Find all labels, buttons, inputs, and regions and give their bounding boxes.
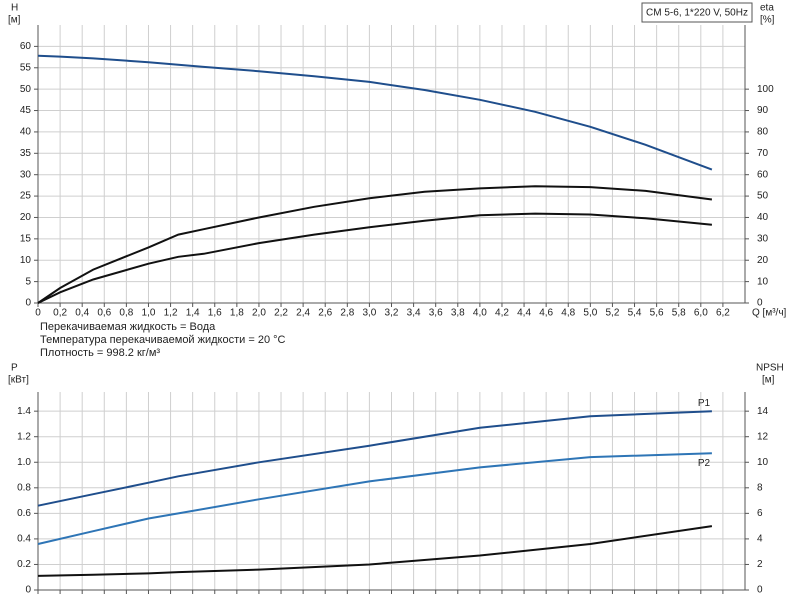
x-tick-label: 5,4	[628, 308, 642, 319]
series-line	[37, 212, 712, 304]
y2-tick-label: 20	[757, 255, 769, 266]
y2-tick-label: 90	[757, 105, 769, 116]
x-tick-label: 1,0	[142, 308, 156, 319]
x-tick-label: 4,2	[495, 308, 509, 319]
x-tick-label: 2,8	[340, 308, 354, 319]
x-tick-label: 0,4	[75, 308, 89, 319]
y2-label: eta	[760, 3, 774, 14]
x-tick-label: 3,0	[362, 308, 376, 319]
y-tick-label: 1.0	[17, 457, 31, 468]
y-tick-label: 0	[25, 585, 31, 596]
title-box	[641, 2, 753, 23]
x-tick-label: 1,2	[164, 308, 178, 319]
series-line	[37, 54, 713, 171]
x-tick-label: 4,6	[539, 308, 553, 319]
y2-tick-label: 30	[757, 233, 769, 244]
x-label: Q [м³/ч]	[752, 308, 787, 319]
y-tick-label: 1.4	[17, 406, 31, 417]
y-tick-label: 30	[20, 169, 32, 180]
y-label: P	[11, 363, 18, 374]
y2-tick-label: 10	[757, 457, 769, 468]
note: Плотность = 998.2 кг/м³	[40, 347, 160, 359]
y-tick-label: 20	[20, 212, 32, 223]
y-tick-label: 50	[20, 84, 32, 95]
y2-tick-label: 0	[757, 585, 763, 596]
y2-tick-label: 6	[757, 508, 763, 519]
series-line	[37, 525, 713, 577]
x-tick-label: 2,6	[318, 308, 332, 319]
x-tick-label: 5,6	[650, 308, 664, 319]
series-line	[37, 452, 712, 545]
x-tick-label: 2,2	[274, 308, 288, 319]
x-tick-label: 0,8	[119, 308, 133, 319]
y-unit: [м]	[8, 15, 21, 26]
y-tick-label: 35	[20, 148, 32, 159]
y2-tick-label: 40	[757, 212, 769, 223]
x-tick-label: 1,8	[230, 308, 244, 319]
x-tick-label: 5,2	[605, 308, 619, 319]
y2-tick-label: 100	[757, 84, 774, 95]
y2-tick-label: 14	[757, 406, 769, 417]
x-tick-label: 5,0	[583, 308, 597, 319]
y2-tick-label: 50	[757, 191, 769, 202]
y2-tick-label: 4	[757, 534, 763, 545]
y-tick-label: 1.2	[17, 431, 31, 442]
y2-tick-label: 60	[757, 169, 769, 180]
series-label: P1	[698, 398, 711, 409]
y-tick-label: 0.6	[17, 508, 31, 519]
y-tick-label: 55	[20, 62, 32, 73]
y2-unit: [м]	[762, 375, 775, 386]
y2-tick-label: 2	[757, 559, 763, 570]
y2-tick-label: 10	[757, 276, 769, 287]
y-tick-label: 0.8	[17, 482, 31, 493]
x-tick-label: 3,8	[451, 308, 465, 319]
y-tick-label: 10	[20, 255, 32, 266]
x-tick-label: 4,8	[561, 308, 575, 319]
y-tick-label: 60	[20, 41, 32, 52]
y2-tick-label: 12	[757, 431, 769, 442]
y-tick-label: 40	[20, 127, 32, 138]
y-unit: [кВт]	[8, 375, 29, 386]
note: Температура перекачиваемой жидкости = 20…	[40, 334, 286, 346]
x-tick-label: 4,0	[473, 308, 487, 319]
x-tick-label: 0,2	[53, 308, 67, 319]
y-tick-label: 0.4	[17, 534, 31, 545]
y-tick-label: 0.2	[17, 559, 31, 570]
x-tick-label: 4,4	[517, 308, 531, 319]
chart-title: CM 5-6, 1*220 V, 50Hz	[646, 8, 748, 19]
x-tick-label: 1,6	[208, 308, 222, 319]
y2-tick-label: 0	[757, 298, 763, 309]
x-tick-label: 1,4	[186, 308, 200, 319]
x-tick-label: 2,4	[296, 308, 310, 319]
x-tick-label: 6,2	[716, 308, 730, 319]
y2-tick-label: 80	[757, 127, 769, 138]
y-tick-label: 45	[20, 105, 32, 116]
y-tick-label: 5	[25, 276, 31, 287]
series-line	[37, 185, 713, 304]
x-tick-label: 3,2	[385, 308, 399, 319]
x-tick-label: 6,0	[694, 308, 708, 319]
series-line	[37, 410, 712, 507]
y2-unit: [%]	[760, 15, 775, 26]
y-label: H	[11, 3, 18, 14]
series-label: P2	[698, 458, 711, 469]
y-tick-label: 15	[20, 233, 32, 244]
x-tick-label: 2,0	[252, 308, 266, 319]
x-tick-label: 5,8	[672, 308, 686, 319]
y2-label: NPSH	[756, 363, 784, 374]
note: Перекачиваемая жидкость = Вода	[40, 321, 216, 333]
y-tick-label: 0	[25, 298, 31, 309]
x-tick-label: 3,4	[407, 308, 421, 319]
y-tick-label: 25	[20, 191, 32, 202]
y2-tick-label: 8	[757, 482, 763, 493]
y2-tick-label: 70	[757, 148, 769, 159]
x-tick-label: 3,6	[429, 308, 443, 319]
x-tick-label: 0	[35, 308, 41, 319]
x-tick-label: 0,6	[97, 308, 111, 319]
